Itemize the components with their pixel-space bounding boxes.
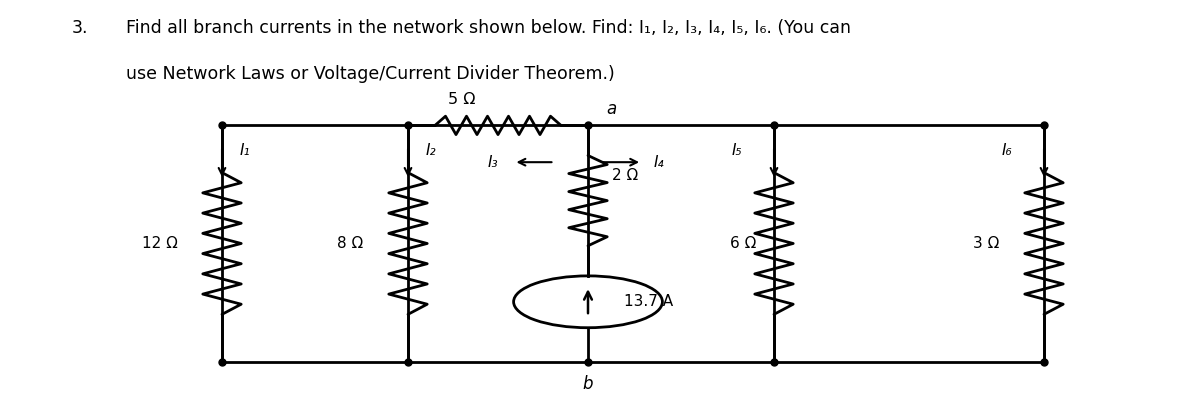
Text: 3.: 3. [72,19,89,37]
Text: 13.7 A: 13.7 A [624,294,673,309]
Text: I₅: I₅ [732,143,743,158]
Text: use Network Laws or Voltage/Current Divider Theorem.): use Network Laws or Voltage/Current Divi… [126,65,614,83]
Text: 8 Ω: 8 Ω [337,236,364,251]
Text: I₆: I₆ [1002,143,1013,158]
Text: I₁: I₁ [240,143,251,158]
Text: a: a [606,99,617,118]
Text: 2 Ω: 2 Ω [612,168,638,183]
Text: 5 Ω: 5 Ω [449,92,475,107]
Text: I₂: I₂ [426,143,437,158]
Text: I₄: I₄ [654,155,665,170]
Text: 3 Ω: 3 Ω [973,236,1000,251]
Text: 6 Ω: 6 Ω [730,236,756,251]
Text: b: b [583,375,593,393]
Text: Find all branch currents in the network shown below. Find: I₁, I₂, I₃, I₄, I₅, I: Find all branch currents in the network … [126,19,851,37]
Text: 12 Ω: 12 Ω [142,236,178,251]
Text: I₃: I₃ [487,155,498,170]
